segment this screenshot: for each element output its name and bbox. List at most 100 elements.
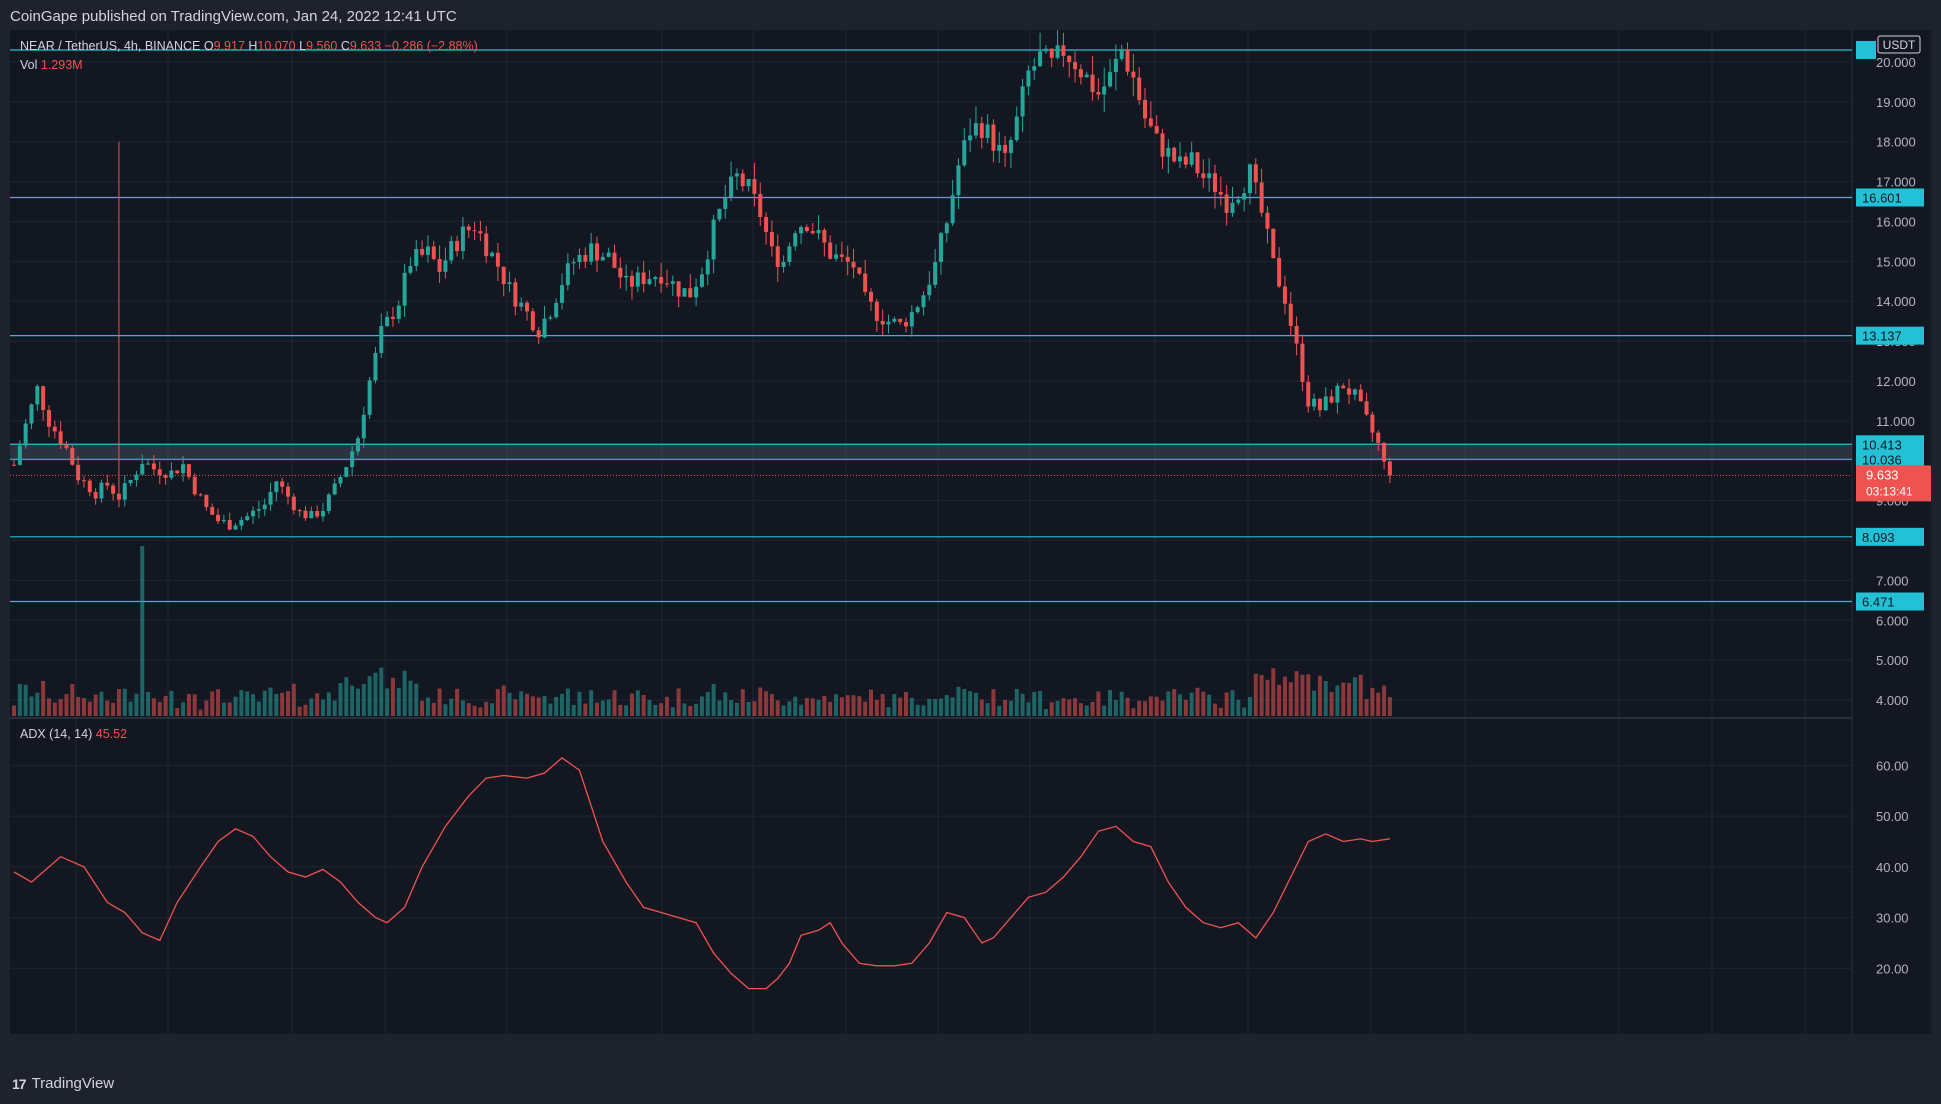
volume-bar: [1102, 705, 1107, 716]
candle-body: [1364, 401, 1369, 415]
volume-bar: [466, 703, 471, 716]
candle-body: [355, 438, 360, 452]
candle-body: [734, 173, 739, 177]
candle-body: [484, 233, 489, 257]
candle-body: [787, 246, 792, 262]
candle-body: [1172, 147, 1177, 162]
volume-bar: [513, 699, 518, 716]
volume-bar: [338, 683, 343, 716]
candle-body: [81, 480, 86, 482]
candle-body: [705, 259, 710, 275]
volume-bar: [93, 694, 98, 716]
candle-body: [921, 295, 926, 308]
volume-bar: [1143, 701, 1148, 716]
candle-body: [239, 519, 244, 526]
candle-body: [262, 504, 267, 510]
volume-bar: [361, 684, 366, 716]
volume-bar: [548, 703, 553, 716]
volume-bar: [192, 694, 197, 716]
candle-body: [723, 197, 728, 209]
candles: [12, 30, 1392, 531]
legend-c-label: C: [340, 39, 350, 53]
candle-body: [64, 444, 69, 449]
candle-body: [664, 283, 669, 285]
volume-bar: [1061, 698, 1066, 716]
candle-body: [979, 123, 984, 138]
volume-bar: [41, 680, 46, 716]
volume-bar: [1271, 668, 1276, 716]
volume-bar: [857, 696, 862, 716]
volume-bar: [764, 691, 769, 716]
candle-body: [1084, 74, 1089, 78]
volume-bar: [729, 700, 734, 716]
volume-bar: [396, 687, 401, 716]
candle-body: [1259, 182, 1264, 213]
y-tick-label: 5.000: [1876, 653, 1909, 668]
candle-body: [1352, 389, 1357, 395]
candle-body: [361, 414, 366, 439]
candle-body: [41, 386, 46, 411]
candle-body: [385, 316, 390, 327]
candle-body: [472, 230, 477, 232]
volume-bar: [286, 690, 291, 716]
candle-body: [711, 219, 716, 260]
level-tag: [1856, 188, 1924, 207]
volume-bar: [1119, 691, 1124, 716]
volume-bar: [1195, 687, 1200, 716]
candle-body: [1148, 118, 1153, 127]
volume-bar: [1084, 705, 1089, 716]
publisher-text: CoinGape published on TradingView.com, J…: [10, 8, 457, 25]
adx-label: ADX (14, 14): [20, 727, 93, 741]
candle-body: [571, 262, 576, 264]
volume-bar: [886, 707, 891, 716]
candle-body: [1306, 381, 1311, 407]
candle-body: [1102, 86, 1107, 95]
volume-bar: [1358, 674, 1363, 716]
volume-bar: [140, 546, 145, 716]
candle-body: [140, 464, 145, 475]
volume-bar: [221, 702, 226, 716]
legend-l-label: L: [299, 39, 307, 53]
volume-bar: [373, 672, 378, 716]
volume-bar: [787, 701, 792, 716]
volume-bar: [804, 697, 809, 716]
volume-bar: [437, 688, 442, 716]
legend-close: 9.633: [349, 39, 382, 53]
y-tick-label: 15.000: [1876, 254, 1916, 269]
candle-body: [251, 510, 256, 517]
volume-bar: [898, 697, 903, 716]
volume-bar: [111, 702, 116, 716]
tradingview-brand: TradingView: [31, 1075, 115, 1092]
tradingview-logo[interactable]: 17 TradingView: [12, 1075, 114, 1092]
candle-body: [268, 492, 273, 505]
volume-bar: [1253, 673, 1258, 716]
candle-body: [828, 242, 833, 259]
candle-body: [151, 463, 156, 470]
candle-body: [874, 301, 879, 321]
volume-bar: [1096, 691, 1101, 716]
candle-body: [595, 243, 599, 261]
volume-bar: [326, 692, 331, 716]
candle-body: [851, 261, 856, 268]
level-tag-label: 10.413: [1862, 437, 1902, 452]
volume-bar: [70, 684, 75, 716]
volume-bar: [122, 688, 127, 716]
candle-body: [87, 480, 92, 493]
y-tick-label: 14.000: [1876, 294, 1916, 309]
candle-body: [414, 248, 419, 267]
candle-body: [699, 274, 704, 287]
y-tick-label: 7.000: [1876, 573, 1909, 588]
candle-body: [350, 451, 355, 468]
candle-body: [297, 510, 302, 512]
volume-bar: [1166, 691, 1171, 716]
volume-bar: [530, 696, 535, 716]
candle-body: [746, 179, 751, 187]
candle-body: [973, 123, 978, 136]
price-chart[interactable]: 4.0005.0006.0007.0008.0009.00010.00011.0…: [10, 30, 1931, 1034]
volume-bar: [256, 701, 261, 716]
candle-body: [933, 262, 938, 285]
candle-body: [1387, 461, 1392, 476]
candle-body: [408, 266, 413, 273]
volume-bar: [1148, 696, 1153, 716]
volume-bar: [1277, 684, 1282, 716]
